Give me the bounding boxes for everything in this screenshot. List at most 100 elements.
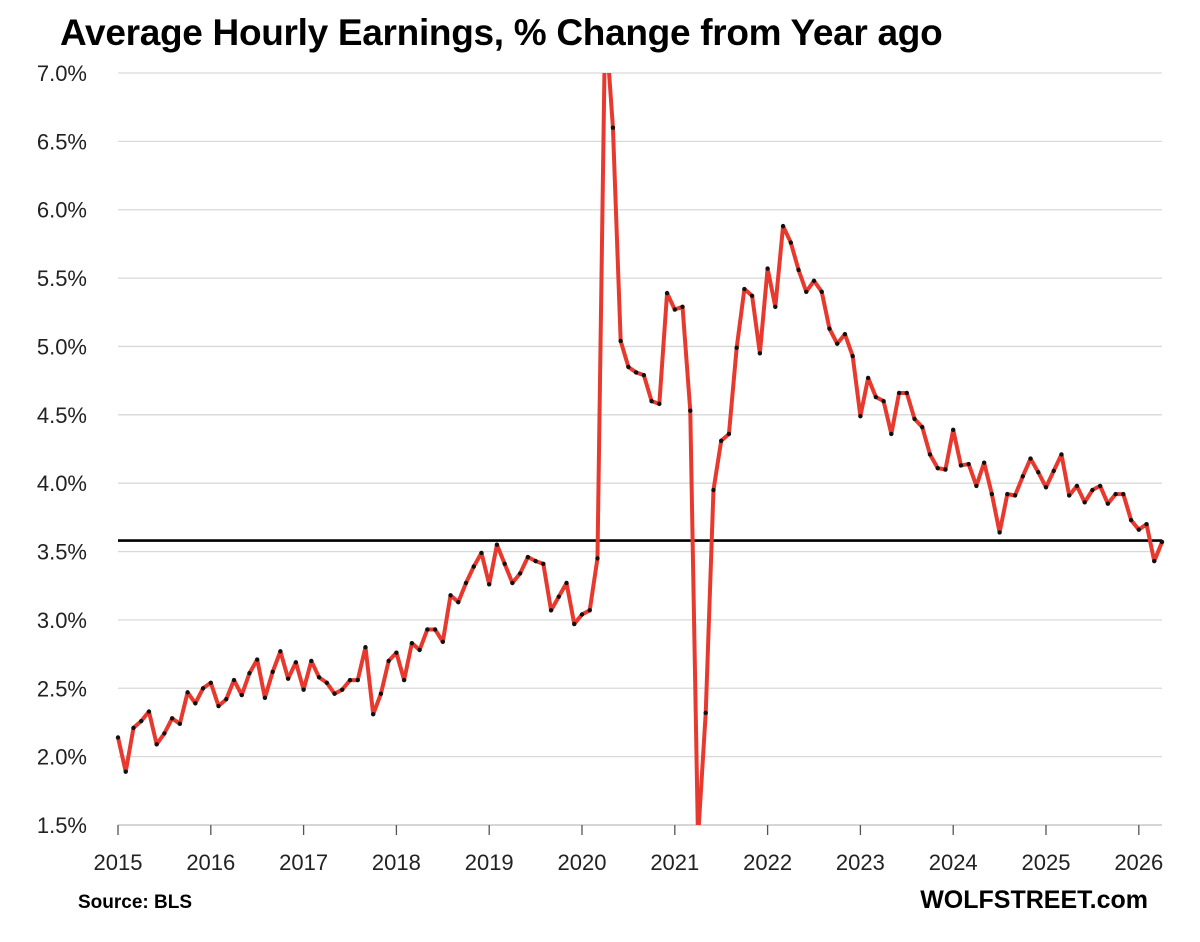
x-tick-label: 2021: [650, 850, 699, 875]
data-point: [927, 452, 933, 457]
data-point: [595, 556, 600, 561]
data-point: [448, 593, 453, 598]
data-point: [618, 338, 623, 344]
y-tick-label: 5.0%: [37, 334, 87, 359]
data-point: [285, 676, 291, 681]
data-point: [1020, 474, 1025, 479]
data-point: [626, 364, 631, 370]
data-point: [239, 692, 244, 698]
data-point: [719, 438, 724, 443]
data-point: [363, 645, 368, 650]
data-point: [556, 594, 561, 599]
data-point: [502, 561, 507, 567]
x-axis-tick-labels: 2015 2016 2017 2018 2019 2020 2021 2022 2023 2024…: [94, 850, 1164, 875]
data-point: [951, 427, 956, 433]
data-point: [324, 680, 329, 686]
data-point: [587, 608, 592, 613]
x-tick-label: 2018: [372, 850, 421, 875]
data-point: [680, 304, 685, 310]
data-point: [896, 390, 902, 396]
data-point: [1074, 483, 1080, 489]
data-point: [1036, 470, 1041, 475]
data-point: [378, 691, 384, 696]
data-point: [177, 721, 183, 727]
y-tick-label: 7.0%: [37, 61, 87, 86]
data-point: [780, 223, 786, 229]
data-point: [873, 394, 879, 400]
data-point: [579, 612, 585, 617]
data-point: [850, 353, 855, 359]
data-point: [216, 703, 221, 709]
data-point: [672, 307, 677, 312]
data-point: [1136, 527, 1142, 532]
y-tick-label: 2.0%: [37, 745, 87, 770]
data-point: [773, 304, 778, 310]
x-axis: [117, 824, 1162, 835]
data-point: [301, 687, 306, 692]
data-point: [371, 712, 376, 717]
data-point: [525, 554, 531, 560]
data-markers: [115, 125, 1165, 774]
y-tick-label: 3.5%: [37, 540, 87, 565]
data-point: [726, 431, 732, 437]
data-point: [123, 769, 128, 774]
data-point: [1105, 501, 1111, 506]
x-tick-label: 2019: [465, 850, 514, 875]
data-point: [974, 483, 979, 489]
data-point: [1005, 491, 1010, 497]
data-point: [1012, 493, 1018, 498]
data-point: [332, 691, 337, 696]
data-point: [641, 372, 647, 378]
x-tick-label: 2022: [743, 850, 792, 875]
brand-label: WOLFSTREET.com: [920, 886, 1148, 914]
data-point: [1043, 485, 1049, 490]
data-point: [278, 649, 283, 654]
y-tick-label: 5.5%: [37, 266, 87, 291]
data-point: [749, 293, 755, 299]
y-axis-tick-labels: 1.5% 2.0% 2.5% 3.0% 3.5% 4.0% 4.5% 5.0% 5.5% 6.0%…: [37, 61, 87, 838]
data-point: [819, 289, 824, 294]
data-point: [1028, 456, 1033, 461]
data-point: [757, 351, 763, 356]
data-point: [1159, 539, 1165, 545]
data-point: [487, 582, 492, 587]
y-tick-label: 4.0%: [37, 471, 87, 496]
y-tick-label: 4.5%: [37, 403, 87, 428]
data-point: [541, 561, 546, 567]
data-point: [688, 408, 693, 413]
data-point: [1144, 522, 1149, 527]
data-point: [510, 580, 515, 586]
data-point: [981, 460, 987, 465]
x-tick-label: 2025: [1022, 850, 1071, 875]
data-point: [533, 558, 538, 564]
x-tick-label: 2020: [558, 850, 607, 875]
data-point: [1051, 468, 1056, 474]
data-point: [262, 695, 268, 701]
data-point: [401, 677, 407, 683]
x-tick-label: 2015: [94, 850, 143, 875]
data-point: [270, 669, 275, 675]
data-point: [293, 660, 299, 665]
data-point: [920, 424, 925, 430]
data-point: [564, 580, 569, 586]
data-point: [912, 416, 917, 422]
data-point: [1152, 558, 1157, 564]
data-point: [517, 571, 523, 576]
chart-title: Average Hourly Earnings, % Change from Y…: [60, 12, 943, 53]
x-tick-label: 2024: [929, 850, 978, 875]
data-point: [1113, 491, 1118, 497]
data-point: [989, 491, 995, 497]
data-point: [997, 530, 1002, 535]
data-point: [208, 680, 213, 686]
data-point: [664, 290, 670, 296]
gridlines: [118, 72, 1162, 758]
data-point: [494, 542, 500, 547]
data-point: [231, 677, 237, 683]
data-point: [804, 289, 809, 294]
x-tick-label: 2016: [186, 850, 235, 875]
data-point: [1097, 483, 1103, 489]
data-point: [193, 701, 198, 706]
data-point: [1059, 452, 1064, 457]
x-tick-label: 2023: [836, 850, 885, 875]
